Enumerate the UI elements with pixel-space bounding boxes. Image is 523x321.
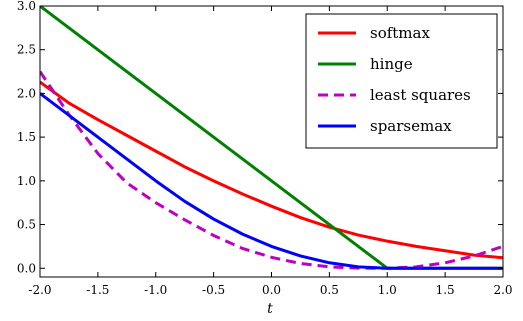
- series-line-3: [40, 92, 503, 270]
- x-tick-label: 1.5: [436, 283, 455, 297]
- y-tick-label: 2.0: [17, 86, 36, 100]
- series-line-0: [40, 80, 503, 260]
- series-line-2: [40, 70, 503, 270]
- x-axis-label: t: [267, 301, 273, 317]
- x-tick-label: 2.0: [493, 283, 512, 297]
- x-tick-label: -1.0: [144, 283, 167, 297]
- x-tick-label: -0.5: [202, 283, 225, 297]
- legend: softmax hinge least squares sparsemax: [305, 13, 498, 149]
- axes-layer: -2.0 -1.5 -1.0 -0.5 0.0 0.5 1.0 1.5 2.0 0.0 0.5 1.0…: [17, 0, 513, 297]
- legend-label-2: least squares: [370, 86, 471, 104]
- y-tick-label: 0.5: [17, 218, 36, 232]
- legend-label-3: sparsemax: [370, 117, 452, 135]
- y-tick-label: 1.0: [17, 174, 36, 188]
- x-tick-label: 1.0: [378, 283, 397, 297]
- x-tick-label: -2.0: [28, 283, 51, 297]
- y-tick-label: 0.0: [17, 261, 36, 275]
- y-tick-label: 2.5: [17, 43, 36, 57]
- y-tick-label: 1.5: [17, 130, 36, 144]
- legend-label-1: hinge: [370, 55, 413, 73]
- y-tick-label: 3.0: [17, 0, 36, 13]
- x-tick-label: 0.5: [320, 283, 339, 297]
- x-tick-label: 0.0: [262, 283, 281, 297]
- x-tick-label: -1.5: [86, 283, 109, 297]
- series-layer: [40, 6, 503, 270]
- legend-label-0: softmax: [370, 24, 430, 42]
